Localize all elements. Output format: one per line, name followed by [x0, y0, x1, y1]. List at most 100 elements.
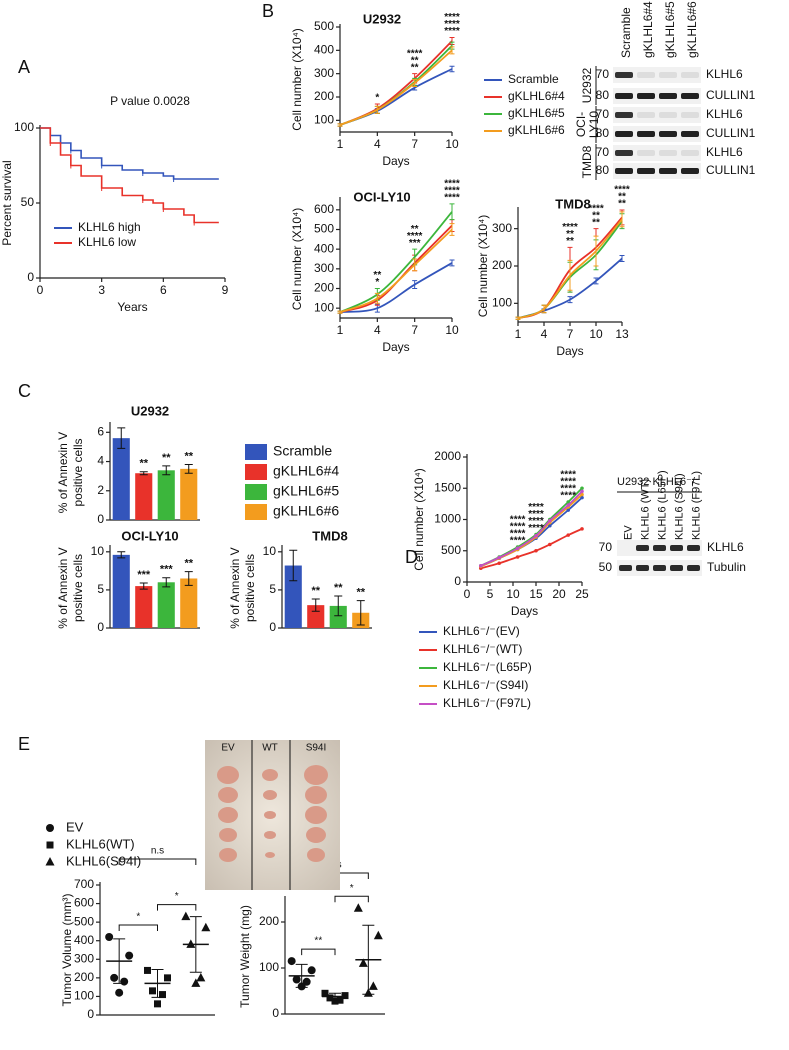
blot-band — [670, 565, 683, 571]
data-point — [353, 903, 363, 912]
significance: **** — [444, 12, 460, 23]
error-bar — [139, 582, 148, 590]
blot-strip — [613, 126, 701, 142]
data-point — [566, 533, 570, 537]
y-tick-label: 100 — [314, 113, 334, 127]
data-point — [580, 486, 584, 491]
y-tick-label: 6 — [97, 424, 104, 438]
survival-curve — [40, 127, 219, 180]
blot-band — [681, 93, 699, 99]
error-bar — [117, 551, 126, 559]
blot-band — [681, 72, 699, 78]
x-tick-label: 3 — [98, 283, 105, 297]
bar — [157, 470, 175, 520]
y-axis-label: % of Annexin V — [228, 547, 242, 628]
error-bar — [449, 65, 455, 73]
significance: ** — [592, 210, 600, 221]
significance: *** — [409, 238, 421, 249]
panel-label: A — [18, 57, 30, 77]
significance: ** — [184, 450, 193, 462]
y-axis-label: Tumor Weight (mg) — [238, 905, 252, 1008]
tumor — [218, 787, 238, 803]
y-tick-label: 600 — [314, 202, 334, 216]
x-axis-label: Days — [382, 340, 409, 354]
significance: ** — [566, 229, 574, 240]
x-tick-label: 7 — [411, 323, 418, 337]
error-bar — [515, 316, 521, 320]
y-tick-label: 1500 — [434, 480, 461, 494]
x-tick-label: 1 — [337, 323, 344, 337]
mw-marker: 70 — [596, 67, 610, 81]
y-tick-label: 500 — [314, 222, 334, 236]
y-tick-label: 400 — [314, 241, 334, 255]
blot-band — [659, 150, 677, 156]
chart-title: TMD8 — [312, 528, 347, 543]
lane-label: KLHL6 (F97L) — [690, 471, 702, 540]
data-point — [144, 966, 151, 974]
bar — [329, 605, 347, 628]
survival-curve — [40, 127, 219, 224]
mw-marker: 70 — [596, 145, 610, 159]
legend-swatch — [245, 504, 267, 520]
bar — [180, 468, 198, 520]
protein-label: KLHL6 — [706, 67, 743, 81]
y-axis-label: Cell number (X10⁴) — [412, 468, 426, 571]
tumor — [265, 852, 275, 858]
significance: **** — [528, 502, 544, 513]
blot-strip — [613, 88, 701, 104]
significance: * — [375, 277, 379, 288]
blot-band — [681, 112, 699, 118]
legend-label: KLHL6⁻/⁻(WT) — [443, 642, 522, 656]
data-point — [191, 978, 201, 987]
legend-swatch — [245, 464, 267, 480]
sd-whisker — [329, 992, 341, 1001]
x-tick-label: 10 — [445, 137, 459, 151]
legend-label: KLHL6⁻/⁻(S94I) — [443, 678, 528, 692]
legend-label: gKLHL6#4 — [508, 89, 565, 103]
error-bar — [289, 549, 298, 582]
significance: ** — [139, 458, 148, 470]
tumor — [217, 766, 239, 784]
error-bar — [619, 255, 625, 263]
x-tick-label: 7 — [567, 327, 574, 341]
legend-label: KLHL6(WT) — [66, 836, 135, 851]
error-bar — [374, 105, 380, 114]
y-tick-label: 100 — [14, 120, 34, 134]
y-axis-label: Cell number (X10⁴) — [290, 208, 304, 311]
blot-strip — [613, 107, 701, 123]
significance: **** — [510, 536, 526, 547]
error-bar — [449, 259, 455, 267]
protein-label: CULLIN1 — [706, 163, 756, 177]
significance: **** — [562, 222, 578, 233]
y-tick-label: 200 — [74, 970, 94, 984]
significance: ** — [592, 217, 600, 228]
chart-title: U2932 — [131, 403, 169, 418]
y-tick-label: 0 — [27, 270, 34, 284]
significance: **** — [444, 179, 460, 190]
panel-label: C — [18, 381, 31, 401]
blot-band — [653, 545, 666, 551]
blot-header: U2932 KLHL6⁻/⁻ — [617, 476, 701, 488]
significance: **** — [407, 231, 423, 242]
legend-marker — [45, 857, 55, 866]
significance: ** — [373, 270, 381, 281]
error-bar — [356, 600, 365, 626]
x-tick-label: 4 — [374, 323, 381, 337]
tumor — [262, 769, 278, 781]
error-bar — [412, 280, 418, 289]
sd-whisker — [151, 969, 164, 998]
data-point — [331, 997, 339, 1005]
legend-label: KLHL6⁻/⁻(L65P) — [443, 660, 532, 674]
panel-label: B — [262, 1, 274, 21]
error-bar — [567, 259, 573, 291]
y-axis-label: % of Annexin V — [56, 432, 70, 513]
significance: ** — [618, 192, 626, 203]
legend-label: Scramble — [273, 443, 332, 459]
significance: **** — [444, 26, 460, 37]
blot-band — [615, 93, 633, 99]
x-tick-label: 0 — [37, 283, 44, 297]
blot-band — [659, 131, 677, 137]
legend-label: KLHL6(S94I) — [66, 853, 141, 868]
bracket — [118, 858, 197, 865]
data-point — [548, 518, 552, 523]
